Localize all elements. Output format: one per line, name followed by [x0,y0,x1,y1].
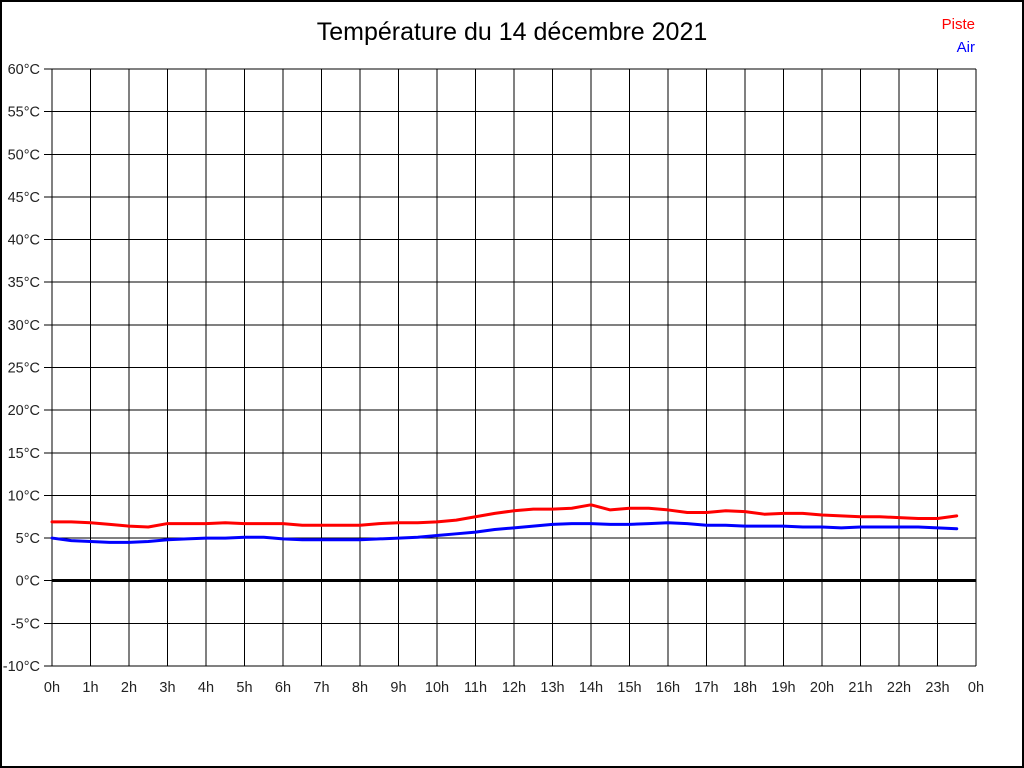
y-tick-label: 40°C [8,233,40,249]
x-tick-label: 20h [810,680,834,696]
x-tick-label: 1h [82,680,98,696]
legend-item-air: Air [956,39,975,56]
chart-title: Température du 14 décembre 2021 [316,18,708,46]
y-tick-label: 15°C [8,446,40,462]
x-tick-label: 11h [464,680,487,696]
x-tick-label: 21h [848,680,872,696]
y-tick-label: 5°C [16,531,40,547]
x-tick-label: 10h [425,680,449,696]
series-line-air [50,521,959,544]
x-tick-label: 12h [502,680,526,696]
y-tick-label: 50°C [8,147,40,163]
x-tick-label: 0h [968,680,984,696]
x-tick-label: 0h [44,680,60,696]
x-tick-label: 14h [579,680,603,696]
y-axis-labels: 60°C 55°C 50°C 45°C 40°C 35°C 30°C 25°C 20°C 15°C… [3,62,40,675]
y-tick-label: 30°C [8,318,40,334]
y-tick-label: -5°C [11,616,40,632]
y-tick-label: 60°C [8,62,40,78]
x-tick-label: 15h [617,680,641,696]
x-tick-label: 13h [540,680,564,696]
x-tick-label: 6h [275,680,291,696]
y-tick-label: 10°C [8,488,40,504]
x-tick-label: 8h [352,680,368,696]
y-tick-label: 35°C [8,275,40,291]
x-axis-labels: 0h 1h 2h 3h 4h 5h 6h 7h 8h 9h 10h 11h 12h 13h 14h 15h 16… [44,680,984,696]
x-tick-label: 9h [390,680,406,696]
x-tick-label: 3h [159,680,175,696]
x-tick-label: 22h [887,680,911,696]
x-tick-label: 19h [771,680,795,696]
y-tick-label: 25°C [8,361,40,377]
x-tick-label: 23h [925,680,949,696]
y-tick-label: 0°C [16,574,40,590]
x-tick-label: 4h [198,680,214,696]
x-tick-label: 5h [236,680,252,696]
y-tick-label: 20°C [8,403,40,419]
x-tick-label: 17h [694,680,718,696]
legend: Piste Air [942,13,975,59]
x-tick-label: 7h [313,680,329,696]
grid [44,68,977,667]
x-tick-label: 2h [121,680,137,696]
legend-item-piste: Piste [941,16,975,33]
y-tick-label: -10°C [3,659,40,675]
y-tick-label: 55°C [8,105,40,121]
x-tick-label: 16h [656,680,680,696]
x-tick-label: 18h [733,680,757,696]
y-tick-label: 45°C [8,190,40,206]
series-line-piste [50,503,959,529]
